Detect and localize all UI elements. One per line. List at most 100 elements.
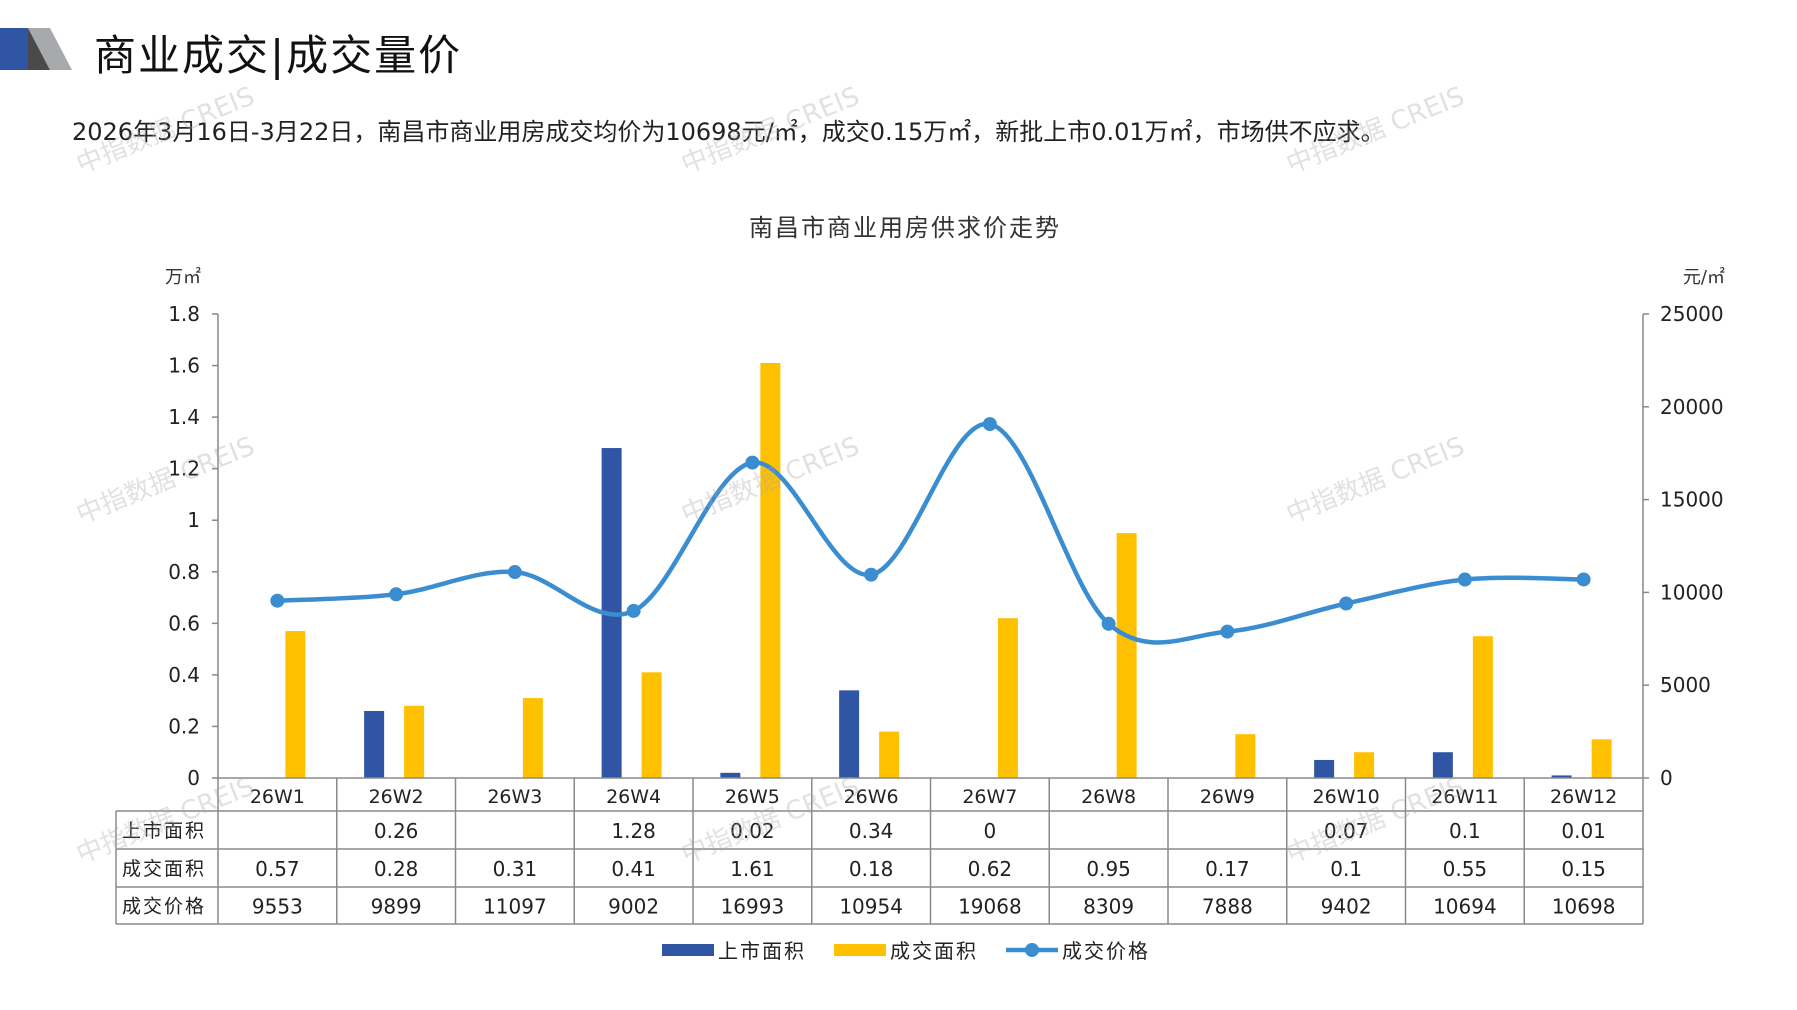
table-cell-value: 0.17 — [1205, 857, 1250, 881]
y-right-tick-label: 20000 — [1660, 395, 1724, 419]
table-cell-value: 10694 — [1433, 895, 1497, 919]
table-cell-value: 10954 — [839, 895, 903, 919]
table-cell-value: 0.18 — [849, 857, 894, 881]
y-left-tick-label: 1.6 — [168, 354, 200, 378]
table-cell-value: 0.1 — [1330, 857, 1362, 881]
y-right-unit: 元/㎡ — [1683, 266, 1725, 288]
price-point — [1339, 596, 1354, 611]
x-tick-label: 26W6 — [844, 786, 899, 808]
table-cell-value: 0.28 — [374, 857, 419, 881]
deal-area-bar — [404, 705, 425, 778]
table-cell-value: 0.55 — [1443, 857, 1488, 881]
y-left-tick-label: 0.6 — [168, 611, 200, 635]
x-tick-label: 26W1 — [250, 786, 305, 808]
listing-area-bar — [1432, 752, 1453, 778]
table-cell-value: 9402 — [1321, 895, 1372, 919]
x-tick-label: 26W8 — [1081, 786, 1136, 808]
listing-area-bar — [720, 772, 741, 778]
table-cell-value: 0.62 — [968, 857, 1013, 881]
deal-area-bar — [1116, 533, 1137, 778]
legend-label: 上市面积 — [718, 939, 806, 963]
deal-area-bar — [1235, 734, 1256, 778]
table-cell-value: 9553 — [252, 895, 303, 919]
y-left-unit: 万㎡ — [165, 266, 201, 288]
legend-swatch — [662, 944, 714, 956]
legend-label: 成交价格 — [1062, 939, 1150, 963]
table-cell-value: 0.95 — [1086, 857, 1131, 881]
table-cell-value: 0.26 — [374, 819, 419, 843]
table-cell-value: 0.57 — [255, 857, 300, 881]
price-point — [507, 565, 522, 580]
x-tick-label: 26W11 — [1431, 786, 1498, 808]
table-cell-value: 16993 — [721, 895, 785, 919]
deal-area-bar — [1354, 752, 1375, 778]
table-cell-value: 7888 — [1202, 895, 1253, 919]
summary-text: 2026年3月16日-3月22日，南昌市商业用房成交均价为10698元/㎡，成交… — [72, 118, 1385, 146]
deal-area-bar — [285, 631, 306, 778]
x-tick-label: 26W3 — [487, 786, 542, 808]
legend-label: 成交面积 — [890, 939, 978, 963]
deal-area-bar — [1591, 739, 1612, 778]
y-right-tick-label: 10000 — [1660, 580, 1724, 604]
legend-swatch — [834, 944, 886, 956]
table-cell-value: 0.02 — [730, 819, 775, 843]
table-cell-value: 0.1 — [1449, 819, 1481, 843]
table-cell-value: 8309 — [1083, 895, 1134, 919]
price-line — [277, 421, 1584, 645]
table-cell-value: 19068 — [958, 895, 1022, 919]
y-right-tick-label: 25000 — [1660, 302, 1724, 326]
price-point — [626, 603, 641, 618]
x-tick-label: 26W2 — [369, 786, 424, 808]
deal-area-bar — [997, 618, 1018, 778]
table-cell-value: 11097 — [483, 895, 547, 919]
y-left-tick-label: 1.4 — [168, 405, 200, 429]
y-left-tick-label: 1.2 — [168, 457, 200, 481]
price-point — [864, 567, 879, 582]
deal-area-bar — [1472, 636, 1493, 778]
price-point — [1576, 572, 1591, 587]
y-left-tick-label: 0 — [187, 766, 200, 790]
y-left-tick-label: 1 — [187, 508, 200, 532]
y-left-tick-label: 1.8 — [168, 302, 200, 326]
price-point — [270, 593, 285, 608]
price-point — [745, 455, 760, 470]
price-point — [1457, 572, 1472, 587]
chart-title: 南昌市商业用房供求价走势 — [749, 214, 1061, 242]
x-tick-label: 26W9 — [1200, 786, 1255, 808]
table-cell-value: 0.07 — [1324, 819, 1369, 843]
y-right-tick-label: 5000 — [1660, 673, 1711, 697]
table-row-header: 上市面积 — [122, 820, 206, 842]
table-cell-value: 0.15 — [1561, 857, 1606, 881]
table-cell-value: 1.28 — [611, 819, 656, 843]
table-row-header: 成交面积 — [122, 858, 206, 880]
price-point — [1101, 616, 1116, 631]
listing-area-bar — [1551, 775, 1572, 778]
header-logo — [0, 28, 72, 70]
deal-area-bar — [522, 698, 543, 778]
x-tick-label: 26W10 — [1313, 786, 1380, 808]
x-tick-label: 26W12 — [1550, 786, 1617, 808]
price-point — [389, 587, 404, 602]
y-left-tick-label: 0.4 — [168, 663, 200, 687]
price-point — [1220, 624, 1235, 639]
listing-area-bar — [364, 710, 385, 778]
table-cell-value: 10698 — [1552, 895, 1616, 919]
y-left-tick-label: 0.2 — [168, 714, 200, 738]
y-left-tick-label: 0.8 — [168, 560, 200, 584]
legend-swatch — [1025, 943, 1039, 957]
y-right-tick-label: 0 — [1660, 766, 1673, 790]
x-tick-label: 26W5 — [725, 786, 780, 808]
deal-area-bar — [641, 672, 662, 778]
table-row-header: 成交价格 — [122, 896, 206, 918]
listing-area-bar — [1314, 759, 1335, 778]
x-tick-label: 26W7 — [962, 786, 1017, 808]
table-cell-value: 0.34 — [849, 819, 894, 843]
x-tick-label: 26W4 — [606, 786, 661, 808]
price-point — [982, 417, 997, 432]
table-cell-value: 0 — [984, 819, 997, 843]
table-cell-value: 0.31 — [493, 857, 538, 881]
listing-area-bar — [839, 690, 860, 778]
deal-area-bar — [760, 362, 781, 778]
table-cell-value: 0.41 — [611, 857, 656, 881]
